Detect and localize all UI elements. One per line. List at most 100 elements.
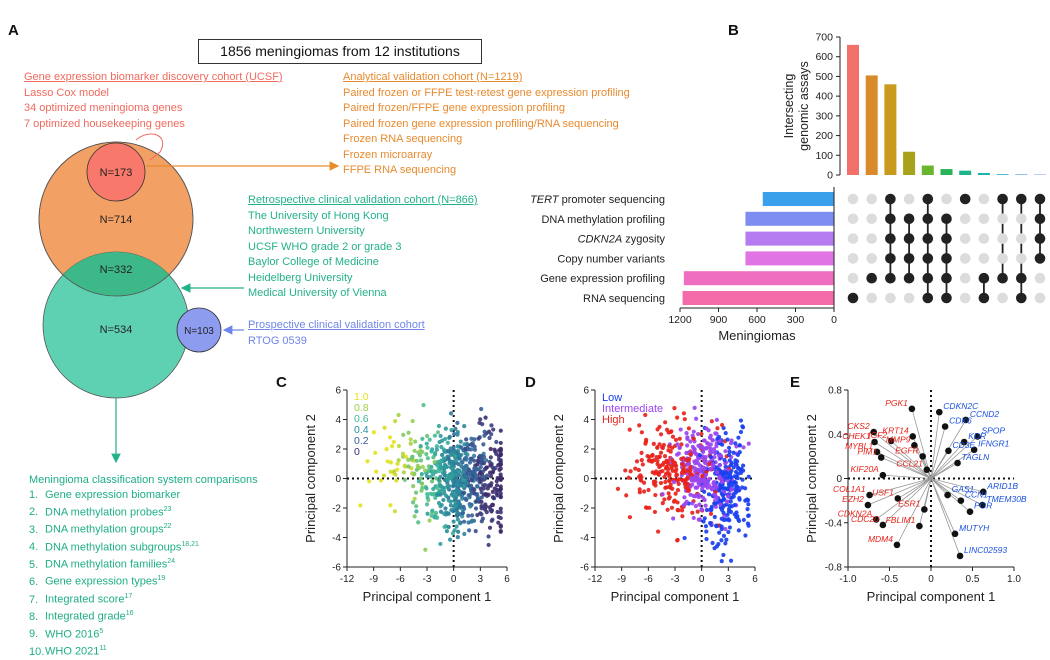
pca-c-point [437,424,441,428]
intersection-bar [903,152,915,175]
pca-d-point [685,476,689,480]
pca-d-point [664,472,668,476]
matrix-dot-inactive [960,273,971,284]
pca-d-point [675,538,679,542]
pca-c-point [489,447,493,451]
pca-c-point [420,450,424,454]
pca-d-point [713,515,717,519]
loading-point [909,433,916,440]
pca-d-x-tick-label: -3 [671,574,680,585]
pca-d-point [737,496,741,500]
pca-c-point [455,421,459,425]
loading-point [958,497,965,504]
pca-c-point [439,465,443,469]
set-size-x-label: Meningiomas [718,328,796,343]
upset-y-tick-label: 700 [815,32,833,44]
pca-c-point [401,452,405,456]
loading-gene-label: PIM1 [857,446,877,456]
pca-c-point [446,485,450,489]
pca-c-point [419,458,423,462]
pca-d-point [691,445,695,449]
pca-c-point [488,460,492,464]
pca-d-point [646,488,650,492]
pca-c-y-tick-label: -4 [332,533,341,544]
pca-c-point [481,442,485,446]
upset-y-tick-label: 200 [815,130,833,142]
pca-c-point [461,478,465,482]
loading-point [945,448,952,455]
pca-c-point [424,452,428,456]
loading-gene-label: CHEK1 [842,431,871,441]
pca-c-point [495,510,499,514]
pca-d-point [701,484,705,488]
pca-d-point [638,490,642,494]
pca-d-point [721,494,725,498]
pca-c-point [437,501,441,505]
venn-label-534: N=534 [100,324,133,336]
pca-c-point [396,413,400,417]
classification-item-reference: 17 [125,593,133,600]
pca-c-point [414,491,418,495]
pca-c-point [482,505,486,509]
pca-c-x-tick-label: -6 [396,574,405,585]
pca-d-point [658,455,662,459]
matrix-dot-active [885,214,896,225]
pca-c-point [415,459,419,463]
pca-e-y-tick-label: 0.8 [828,386,842,397]
pca-c-point [465,453,469,457]
pca-e-x-tick-label: 0 [928,574,934,585]
pca-c-point [464,498,468,502]
pca-e-y-tick-label: 0.4 [828,430,842,441]
pca-c-point [451,531,455,535]
classification-item-text: WHO 2016 [45,628,99,640]
pca-d-point [743,486,747,490]
pca-d-point [741,425,745,429]
pca-d-point [663,420,667,424]
pca-c-point [473,492,477,496]
pca-c-colorbar-label: 0 [354,446,360,458]
pca-d-point [718,503,722,507]
matrix-dot-active [923,293,934,304]
matrix-dot-inactive [1035,273,1046,284]
pca-d-point [718,463,722,467]
classification-item-text: WHO 2021 [45,646,99,658]
pca-c-point [411,419,415,423]
pca-d-point [715,418,719,422]
set-size-tick-label: 0 [831,314,837,326]
pca-d-point [709,442,713,446]
classification-item-number: 6. [29,575,45,590]
pca-d-x-tick-label: -9 [617,574,626,585]
pca-c-point [449,508,453,512]
pca-d-point [679,457,683,461]
pca-c-point [365,459,369,463]
classification-item: 4.DNA methylation subgroups18,21 [29,538,258,555]
classification-item: 2.DNA methylation probes23 [29,503,258,520]
set-size-tick-label: 300 [787,314,805,326]
pca-c-point [419,489,423,493]
pca-d-point [723,527,727,531]
pca-c-point [499,516,503,520]
pca-c-point [499,525,503,529]
loading-point [909,406,916,413]
pca-c-point [441,498,445,502]
pca-d-point [700,508,704,512]
pca-d-point [663,454,667,458]
loading-gene-label: ARID1B [986,481,1018,491]
matrix-dot-inactive [848,253,859,264]
classification-item-reference: 23 [164,506,172,513]
pca-c-point [454,503,458,507]
matrix-dot-active [923,194,934,205]
pca-d-point [704,524,708,528]
pca-c-point [456,535,460,539]
pca-d-point [683,536,687,540]
loading-point [957,553,964,560]
pca-c-point [479,500,483,504]
classification-list: Meningioma classification system compari… [29,473,258,660]
classification-item: 6.Gene expression types19 [29,572,258,589]
matrix-dot-inactive [997,214,1008,225]
set-size-bar [683,291,834,305]
pca-d-point [671,435,675,439]
pca-d-point [685,500,689,504]
pca-c-point [492,448,496,452]
pca-c-point [449,503,453,507]
